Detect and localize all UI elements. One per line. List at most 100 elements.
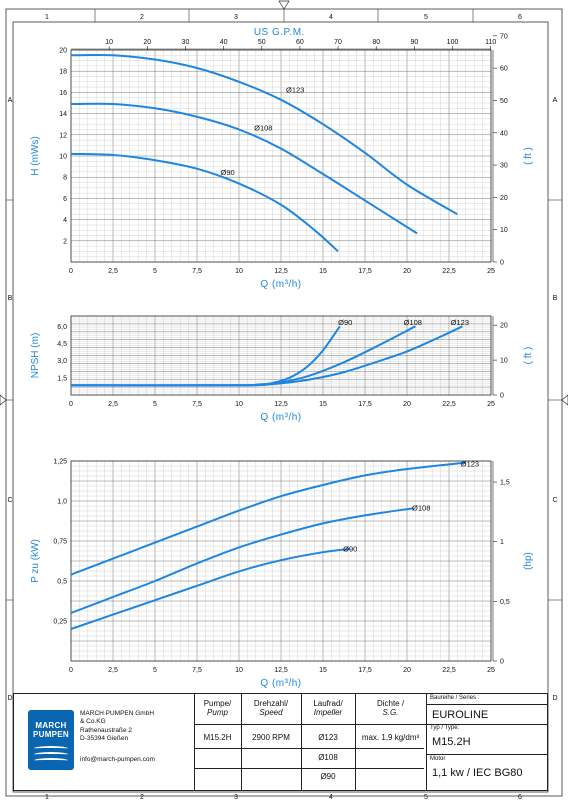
zone-letter-right: D: [552, 695, 557, 702]
divider: [194, 768, 424, 769]
grid: [70, 49, 492, 263]
motor-label: Motor: [430, 756, 446, 762]
type-label: Typ / Type:: [430, 725, 460, 731]
speed-header-de: Drehzahl/: [253, 699, 289, 708]
logo-line-2: PUMPEN: [32, 730, 70, 739]
pump-value: M15.2H: [203, 733, 232, 742]
y-tick-label: 1,25: [53, 459, 67, 466]
x-tick-label: 15: [319, 401, 327, 408]
y-tick-label: 4: [63, 217, 67, 224]
impeller-header-de: Laufrad/: [313, 699, 343, 708]
npsh-chart: 0 2,5 5 7,5 10 12,5 15 17,5 20 22,5 25 Q (m³/h) 1,5 3…: [30, 315, 534, 423]
top-tick-label: 10: [105, 39, 113, 46]
x-tick-label: 0: [69, 268, 73, 275]
divider: [194, 694, 195, 790]
right-tick-label: 30: [500, 163, 508, 170]
impeller-header-en: Impeller: [313, 708, 343, 718]
divider: [426, 704, 547, 705]
center-arrow-top: [278, 0, 290, 10]
series-label: Ø108: [254, 124, 272, 133]
wave-icon: [34, 746, 68, 751]
right-tick-label: 1,5: [500, 480, 510, 487]
company-street: Rathenaustraße 2: [80, 726, 133, 734]
right-axis-label: (hp): [523, 552, 534, 570]
right-tick-label: 20: [500, 323, 508, 330]
zone-number-bottom: 1: [45, 794, 49, 800]
x-tick-label: 7,5: [192, 401, 202, 408]
y-tick-label: 12: [59, 132, 67, 139]
series-label: Ø90: [338, 318, 352, 327]
impeller-header: Laufrad/ Impeller: [301, 699, 355, 717]
divider: [301, 694, 302, 790]
x-tick-label: 25: [487, 401, 495, 408]
x-tick-label: 7,5: [192, 268, 202, 275]
right-tick-label: 0: [500, 659, 504, 666]
zone-letter-right: C: [552, 497, 557, 504]
divider: [426, 754, 547, 755]
wave-icon: [34, 752, 68, 757]
x-tick-label: 22,5: [442, 667, 456, 674]
x-tick-label: 20: [403, 268, 411, 275]
y-tick-label: 1,0: [57, 499, 67, 506]
divider: [355, 694, 356, 790]
y-tick-label: 8: [63, 175, 67, 182]
y-tick-label: 1,5: [57, 375, 67, 382]
pump-header-en: Pump: [207, 708, 228, 718]
head-chart: 0 2,5 5 7,5 10 12,5 15 17,5 20 22,5 25 Q (m³/h) 2 4 6 8…: [30, 27, 534, 290]
series-line-d123: [70, 461, 466, 576]
zone-number-bottom: 5: [424, 794, 428, 800]
y-tick-label: 10: [59, 154, 67, 161]
company-address: MARCH PUMPEN GmbH & Co.KG Rathenaustraße…: [80, 710, 155, 763]
top-tick-label: 70: [334, 39, 342, 46]
logo-line-1: MARCH: [35, 721, 67, 730]
series-value: EUROLINE: [432, 709, 489, 721]
speed-header-en: Speed: [259, 708, 283, 718]
x-tick-label: 10: [235, 268, 243, 275]
x-tick-label: 2,5: [108, 268, 118, 275]
zone-number-top: 1: [45, 14, 49, 21]
series-label: Ø123: [461, 460, 479, 469]
density-header-en: S.G.: [382, 708, 399, 718]
center-arrow-left: [0, 394, 7, 406]
right-tick-label: 40: [500, 130, 508, 137]
x-tick-label: 5: [153, 268, 157, 275]
x-tick-label: 17,5: [358, 667, 372, 674]
x-tick-label: 12,5: [274, 268, 288, 275]
zone-letter-left: C: [7, 497, 12, 504]
motor-value: 1,1 kw / IEC BG80: [432, 767, 523, 779]
x-tick-label: 15: [319, 667, 327, 674]
center-arrow-right: [561, 394, 568, 406]
pump-header: Pumpe/ Pump: [194, 699, 241, 717]
plot-border: [70, 315, 492, 396]
x-tick-label: 25: [487, 268, 495, 275]
zone-letter-left: B: [8, 295, 13, 302]
speed-value: 2900 RPM: [252, 733, 290, 742]
x-tick-label: 7,5: [192, 667, 202, 674]
plot-border: [70, 460, 492, 662]
x-tick-label: 10: [235, 401, 243, 408]
y-tick-label: 2: [63, 238, 67, 245]
series-line-d90: [70, 152, 339, 253]
series-label: Ø108: [404, 318, 422, 327]
series-label: Baureihe / Series :: [430, 695, 480, 701]
x-tick-label: 22,5: [442, 268, 456, 275]
company-co: & Co.KG: [80, 718, 106, 726]
top-tick-label: 110: [485, 39, 496, 46]
company-email: info@march-pumpen.com: [80, 756, 155, 763]
right-tick-label: 70: [500, 33, 508, 40]
y-tick-label: 16: [59, 90, 67, 97]
series-label: Ø108: [412, 504, 430, 513]
x-axis-label: Q (m³/h): [260, 412, 301, 423]
march-pumpen-logo: MARCH PUMPEN: [28, 710, 74, 770]
y-tick-label: 0,75: [53, 539, 67, 546]
y-tick-label: 0,25: [53, 619, 67, 626]
x-tick-label: 22,5: [442, 401, 456, 408]
y-tick-label: 20: [59, 48, 67, 55]
series-line-d90: [70, 548, 350, 630]
zone-letter-right: B: [553, 295, 558, 302]
x-tick-label: 12,5: [274, 401, 288, 408]
speed-header: Drehzahl/ Speed: [241, 699, 301, 717]
zone-number-top: 3: [234, 14, 238, 21]
